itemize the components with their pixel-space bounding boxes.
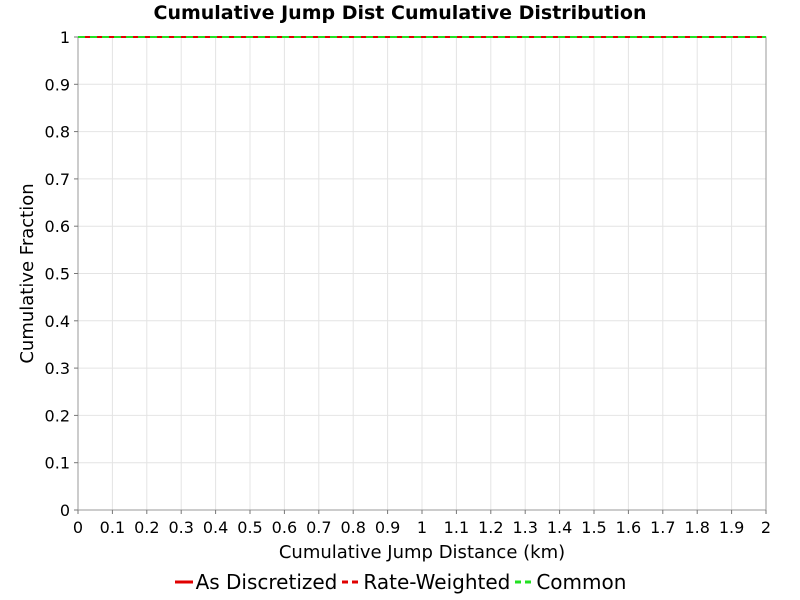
x-tick-label: 1.7: [650, 518, 675, 537]
x-axis-label: Cumulative Jump Distance (km): [279, 542, 565, 563]
legend-label: Common: [536, 570, 627, 594]
x-tick-label: 1.8: [684, 518, 709, 537]
chart-title: Cumulative Jump Dist Cumulative Distribu…: [153, 2, 647, 24]
y-tick-label: 0.9: [45, 75, 70, 94]
y-tick-label: 0: [60, 501, 70, 520]
y-tick-label: 0.3: [45, 359, 70, 378]
legend-item: As Discretized: [174, 570, 338, 594]
y-tick-label: 0.1: [45, 454, 70, 473]
y-tick-label: 0.8: [45, 123, 70, 142]
x-tick-label: 0.7: [306, 518, 331, 537]
x-tick-label: 1.5: [581, 518, 606, 537]
legend-swatch: [515, 580, 534, 584]
legend-swatch: [174, 580, 193, 584]
legend-item: Common: [514, 570, 626, 594]
x-tick-label: 1.1: [444, 518, 469, 537]
grid: [77, 36, 767, 511]
y-tick-label: 1: [60, 28, 70, 47]
legend: As Discretized Rate-Weighted Common: [0, 570, 800, 594]
x-axis-ticks: 0 0.1 0.2 0.3 0.4 0.5 0.6 0.7 0.8 0.9 1 1.1 1.2 1.3 1.…: [73, 510, 771, 537]
y-tick-label: 0.5: [45, 265, 70, 284]
x-tick-label: 1.9: [719, 518, 744, 537]
x-tick-label: 0.5: [237, 518, 262, 537]
legend-label: Rate-Weighted: [363, 570, 511, 594]
x-tick-label: 1.6: [616, 518, 641, 537]
x-tick-label: 0.8: [340, 518, 365, 537]
y-tick-label: 0.6: [45, 217, 70, 236]
x-tick-label: 0.6: [272, 518, 297, 537]
y-axis-ticks: 0 0.1 0.2 0.3 0.4 0.5 0.6 0.7 0.8 0.9 1: [45, 28, 78, 520]
y-axis-label: Cumulative Fraction: [17, 183, 38, 363]
x-tick-label: 1: [417, 518, 427, 537]
y-tick-label: 0.7: [45, 170, 70, 189]
x-tick-label: 1.2: [478, 518, 503, 537]
legend-label: As Discretized: [195, 570, 338, 594]
legend-item: Rate-Weighted: [341, 570, 510, 594]
x-tick-label: 0: [73, 518, 83, 537]
x-tick-label: 1.3: [512, 518, 537, 537]
x-tick-label: 1.4: [547, 518, 572, 537]
x-tick-label: 0.4: [203, 518, 228, 537]
legend-swatch: [342, 580, 361, 584]
x-tick-label: 0.2: [134, 518, 159, 537]
x-tick-label: 2: [761, 518, 771, 537]
x-tick-label: 0.3: [168, 518, 193, 537]
x-tick-label: 0.9: [375, 518, 400, 537]
y-tick-label: 0.4: [45, 312, 70, 331]
y-tick-label: 0.2: [45, 406, 70, 425]
x-tick-label: 0.1: [100, 518, 125, 537]
